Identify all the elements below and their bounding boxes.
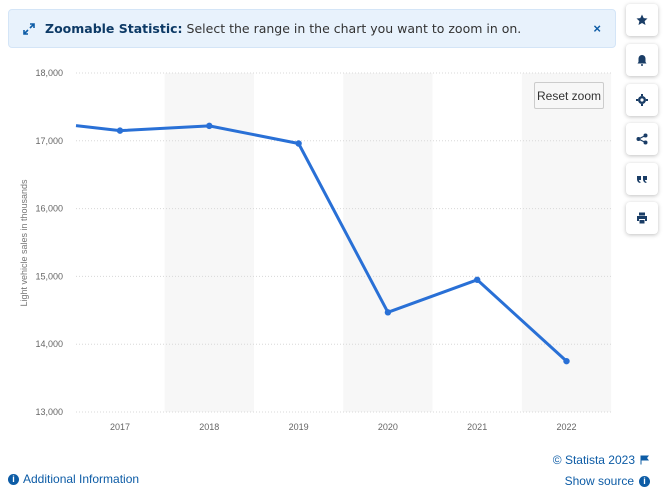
gear-icon — [636, 94, 648, 106]
y-axis-label: Light vehicle sales in thousands — [19, 179, 29, 307]
additional-info-label: Additional Information — [23, 472, 140, 486]
y-tick-label: 13,000 — [35, 407, 63, 417]
x-tick-label: 2022 — [556, 422, 576, 432]
expand-icon — [23, 22, 37, 36]
y-tick-label: 15,000 — [35, 271, 63, 281]
copyright-label: © Statista 2023 — [552, 453, 635, 467]
band-2018 — [164, 73, 254, 412]
print-icon — [637, 212, 647, 224]
data-point-2020[interactable] — [384, 309, 392, 316]
share-button[interactable] — [626, 123, 658, 155]
share-icon — [636, 133, 648, 145]
y-tick-label: 18,000 — [35, 68, 63, 78]
data-point-2019[interactable] — [295, 140, 302, 147]
banner-message: Select the range in the chart you want t… — [186, 21, 522, 36]
info-icon: i — [8, 473, 19, 485]
data-point-2017[interactable] — [116, 127, 124, 134]
copyright[interactable]: © Statista 2023 — [553, 453, 650, 467]
settings-button[interactable] — [626, 84, 658, 116]
x-tick-label: 2021 — [467, 422, 487, 432]
grid-lines — [76, 72, 612, 413]
data-points — [116, 122, 570, 365]
star-icon — [636, 14, 648, 25]
close-icon[interactable]: × — [593, 21, 601, 36]
x-tick-label: 2018 — [199, 422, 219, 432]
notification-button[interactable] — [626, 44, 658, 76]
x-axis-ticks: 2017 2018 2019 2020 2021 2022 — [110, 422, 577, 432]
print-button[interactable] — [626, 202, 658, 234]
cite-button[interactable] — [626, 163, 658, 195]
y-tick-label: 17,000 — [35, 136, 63, 146]
band-2022 — [521, 73, 612, 412]
bell-icon — [637, 55, 647, 66]
show-source-label: Show source — [564, 474, 634, 488]
reset-zoom-button[interactable]: Reset zoom — [534, 82, 604, 109]
data-point-2021[interactable] — [474, 276, 481, 283]
y-axis-ticks: 13,000 14,000 15,000 16,000 17,000 18,000 — [35, 68, 63, 417]
flag-icon — [640, 455, 649, 465]
x-tick-label: 2020 — [378, 422, 398, 432]
x-tick-label: 2019 — [289, 422, 309, 432]
zoom-banner: Zoomable Statistic: Select the range in … — [8, 9, 616, 48]
banner-title: Zoomable Statistic: — [45, 21, 183, 36]
show-source-link[interactable]: Show source i — [565, 474, 650, 488]
band-2020 — [343, 73, 433, 412]
favorite-button[interactable] — [626, 4, 658, 36]
alternating-bands — [164, 73, 612, 412]
info-icon: i — [639, 475, 650, 487]
quote-icon — [637, 176, 647, 183]
y-tick-label: 16,000 — [35, 204, 63, 214]
y-tick-label: 14,000 — [35, 339, 63, 349]
series-line[interactable] — [75, 124, 568, 363]
data-point-2022[interactable] — [563, 357, 570, 365]
data-point-2018[interactable] — [206, 122, 213, 130]
additional-info-link[interactable]: i Additional Information — [8, 472, 139, 486]
x-tick-label: 2017 — [110, 422, 130, 432]
